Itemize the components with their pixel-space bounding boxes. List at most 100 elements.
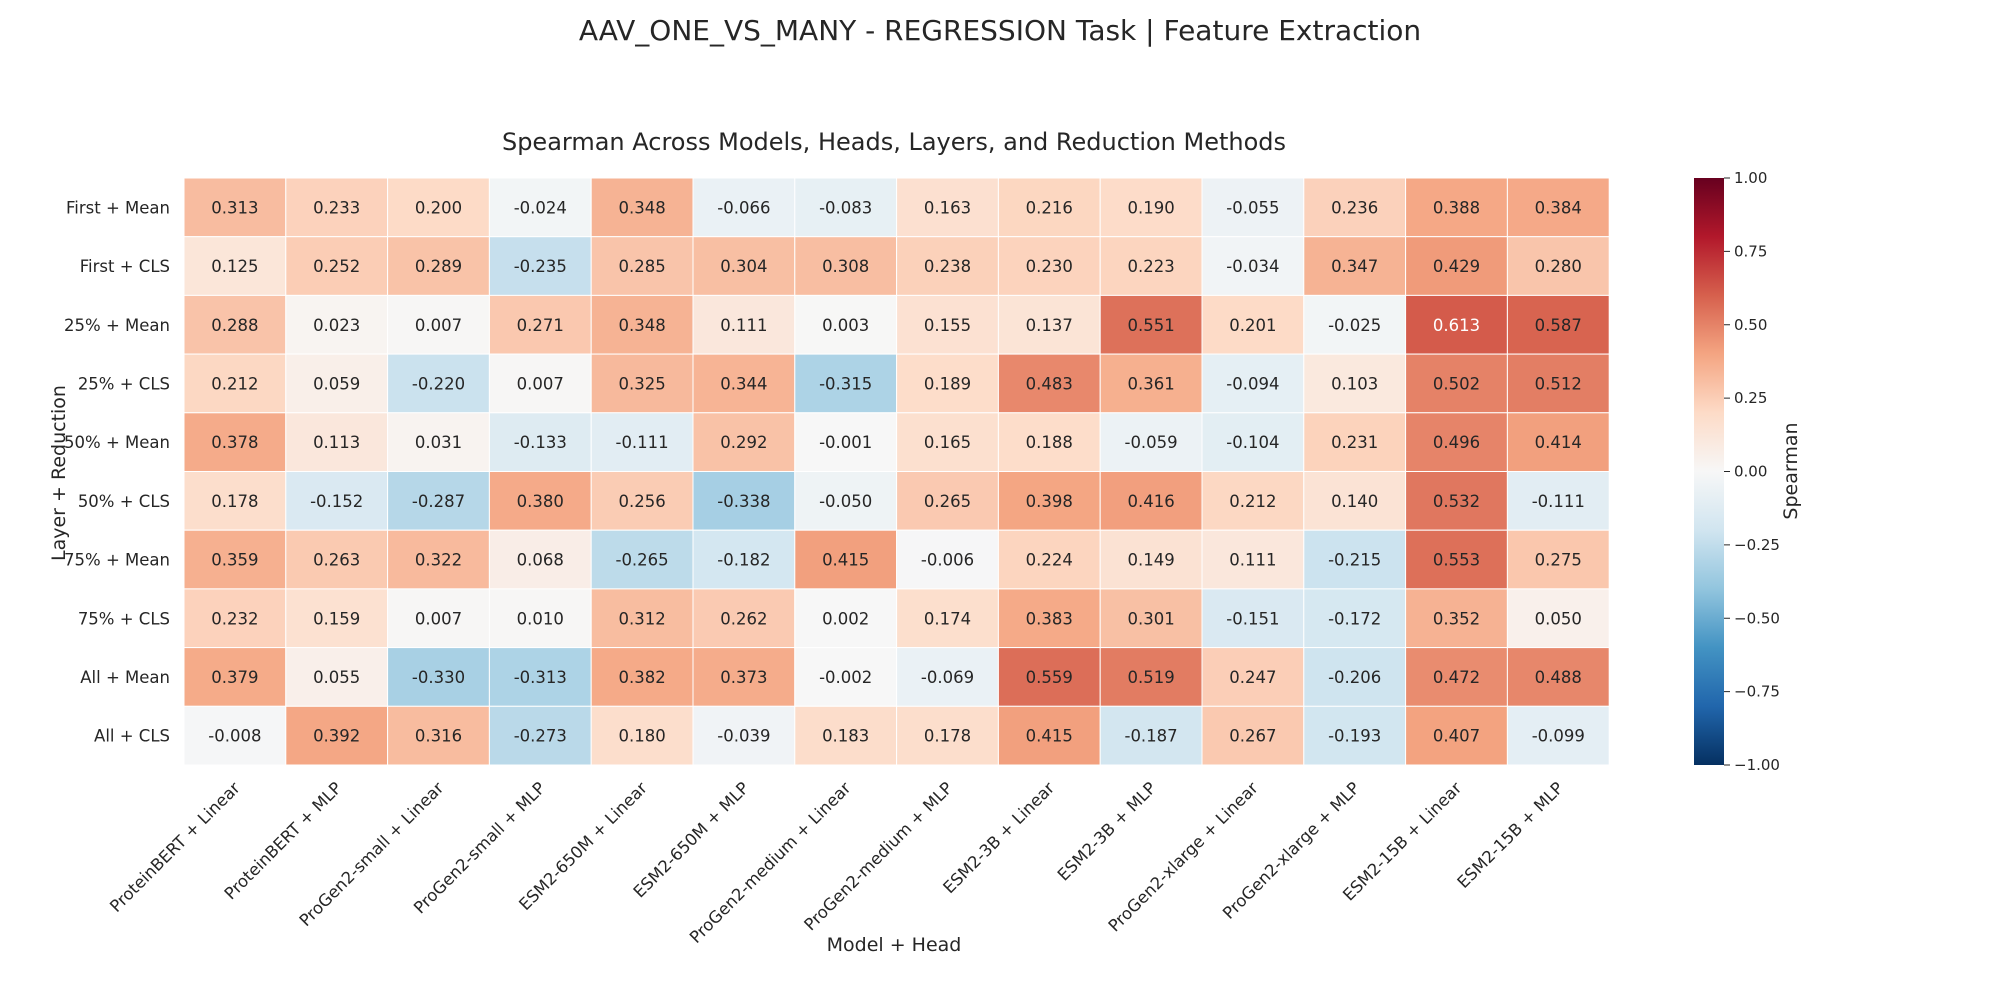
heatmap-cell: [1405, 177, 1508, 238]
heatmap-cell-label: 0.068: [517, 551, 564, 570]
heatmap-cell: [1303, 353, 1407, 414]
heatmap-cell: [1201, 529, 1305, 590]
heatmap-cell-label: -0.001: [819, 433, 872, 452]
heatmap-cell: [1506, 236, 1610, 296]
heatmap-cell: [997, 471, 1101, 531]
row-tick-label: All + Mean: [80, 668, 170, 687]
heatmap-cell-label: 0.002: [822, 609, 869, 628]
heatmap-cell: [387, 529, 490, 590]
heatmap-cell-label: 0.178: [211, 492, 258, 511]
heatmap-cell-label: 0.059: [313, 374, 360, 393]
heatmap-cell-label: 0.383: [1026, 609, 1073, 628]
heatmap-cell-label: -0.338: [717, 492, 770, 511]
heatmap-cell-label: 0.055: [313, 668, 360, 687]
colorbar-gradient: [1694, 178, 1724, 765]
heatmap-cell-label: 0.414: [1535, 433, 1582, 452]
heatmap-cell: [1405, 412, 1508, 472]
heatmap-cell: [1506, 647, 1610, 707]
heatmap-cell-label: -0.330: [412, 668, 465, 687]
heatmap-cell-label: 0.275: [1535, 551, 1582, 570]
heatmap-cell-label: 0.373: [720, 668, 767, 687]
heatmap-cell-label: 0.155: [924, 316, 971, 335]
heatmap-cell-label: 0.163: [924, 198, 971, 217]
heatmap-cell: [1506, 529, 1610, 590]
heatmap-cell-label: -0.055: [1226, 198, 1279, 217]
heatmap-cell: [1303, 294, 1407, 355]
heatmap-cell: [387, 705, 490, 766]
heatmap-cell-label: 0.223: [1127, 257, 1174, 276]
heatmap-cell: [896, 353, 999, 414]
heatmap-cell: [1405, 529, 1508, 590]
heatmap-cell: [488, 705, 592, 766]
heatmap-cell: [1405, 588, 1508, 649]
heatmap-cell-label: -0.206: [1328, 668, 1381, 687]
heatmap-cell-label: -0.287: [412, 492, 465, 511]
heatmap-cell-label: -0.313: [514, 668, 567, 687]
heatmap-cell-label: 0.238: [924, 257, 971, 276]
heatmap-cell: [692, 647, 796, 707]
heatmap-cell: [285, 236, 389, 296]
heatmap-cell-label: -0.151: [1226, 609, 1279, 628]
heatmap-cell-label: 0.188: [1026, 433, 1073, 452]
row-tick-label: 50% + CLS: [78, 492, 170, 511]
heatmap-cell-label: 0.378: [211, 433, 258, 452]
heatmap-cell: [794, 236, 898, 296]
heatmap-cell: [387, 471, 490, 531]
row-tick-label: First + Mean: [66, 198, 170, 217]
heatmap-cell: [692, 177, 796, 238]
heatmap-cell-label: 0.174: [924, 609, 971, 628]
heatmap-cell-label: 0.613: [1433, 316, 1480, 335]
heatmap-cell-label: 0.496: [1433, 433, 1480, 452]
heatmap-cell: [896, 647, 999, 707]
heatmap-cell-label: 0.519: [1127, 668, 1174, 687]
heatmap-cell: [1201, 412, 1305, 472]
heatmap-cell: [997, 647, 1101, 707]
y-axis-label: Layer + Reduction: [48, 385, 70, 561]
heatmap-cell: [1201, 236, 1305, 296]
heatmap-cell-label: -0.273: [514, 727, 567, 746]
heatmap-cell: [488, 177, 592, 238]
column-tick-label: ESM2-15B + MLP: [1454, 778, 1568, 892]
heatmap-cell: [1201, 705, 1305, 766]
heatmap-cell: [1405, 236, 1508, 296]
colorbar-tick-label: −0.75: [1734, 683, 1780, 701]
colorbar-tick-label: 0.75: [1734, 242, 1767, 260]
heatmap-cell: [590, 412, 694, 472]
row-tick-label: 75% + Mean: [64, 551, 170, 570]
heatmap-cell: [1506, 471, 1610, 531]
heatmap-cell: [1099, 177, 1203, 238]
heatmap-cell: [590, 588, 694, 649]
heatmap-cell-label: 0.007: [415, 316, 462, 335]
heatmap-cell-label: 0.165: [924, 433, 971, 452]
heatmap-cell-label: 0.316: [415, 727, 462, 746]
heatmap-cell-label: 0.379: [211, 668, 258, 687]
heatmap-cell-label: 0.407: [1433, 727, 1480, 746]
heatmap-cell: [387, 647, 490, 707]
heatmap-cell-label: 0.483: [1026, 374, 1073, 393]
heatmap-cell-label: 0.125: [211, 257, 258, 276]
heatmap-cell-label: -0.002: [819, 668, 872, 687]
heatmap-cell-label: 0.212: [211, 374, 258, 393]
heatmap-cell-label: 0.137: [1026, 316, 1073, 335]
heatmap-cell: [692, 471, 796, 531]
heatmap-cell-label: 0.384: [1535, 198, 1582, 217]
heatmap-cell-label: 0.301: [1127, 609, 1174, 628]
heatmap-cell-label: 0.348: [618, 198, 665, 217]
heatmap-cell: [285, 471, 389, 531]
heatmap-cell-label: -0.187: [1124, 727, 1177, 746]
heatmap-cell: [1506, 412, 1610, 472]
heatmap-cell: [1099, 412, 1203, 472]
heatmap-cell: [896, 236, 999, 296]
row-tick-label: All + CLS: [94, 727, 170, 746]
heatmap-cell-label: 0.304: [720, 257, 767, 276]
heatmap-cell-label: -0.083: [819, 198, 872, 217]
heatmap-cell-label: 0.140: [1331, 492, 1378, 511]
heatmap-cell-label: -0.059: [1124, 433, 1177, 452]
heatmap-cell-label: 0.398: [1026, 492, 1073, 511]
heatmap-cell-label: 0.472: [1433, 668, 1480, 687]
heatmap-cell-label: 0.212: [1229, 492, 1276, 511]
heatmap-cell: [1201, 353, 1305, 414]
heatmap-cell-label: -0.193: [1328, 727, 1381, 746]
heatmap-cell: [387, 177, 490, 238]
